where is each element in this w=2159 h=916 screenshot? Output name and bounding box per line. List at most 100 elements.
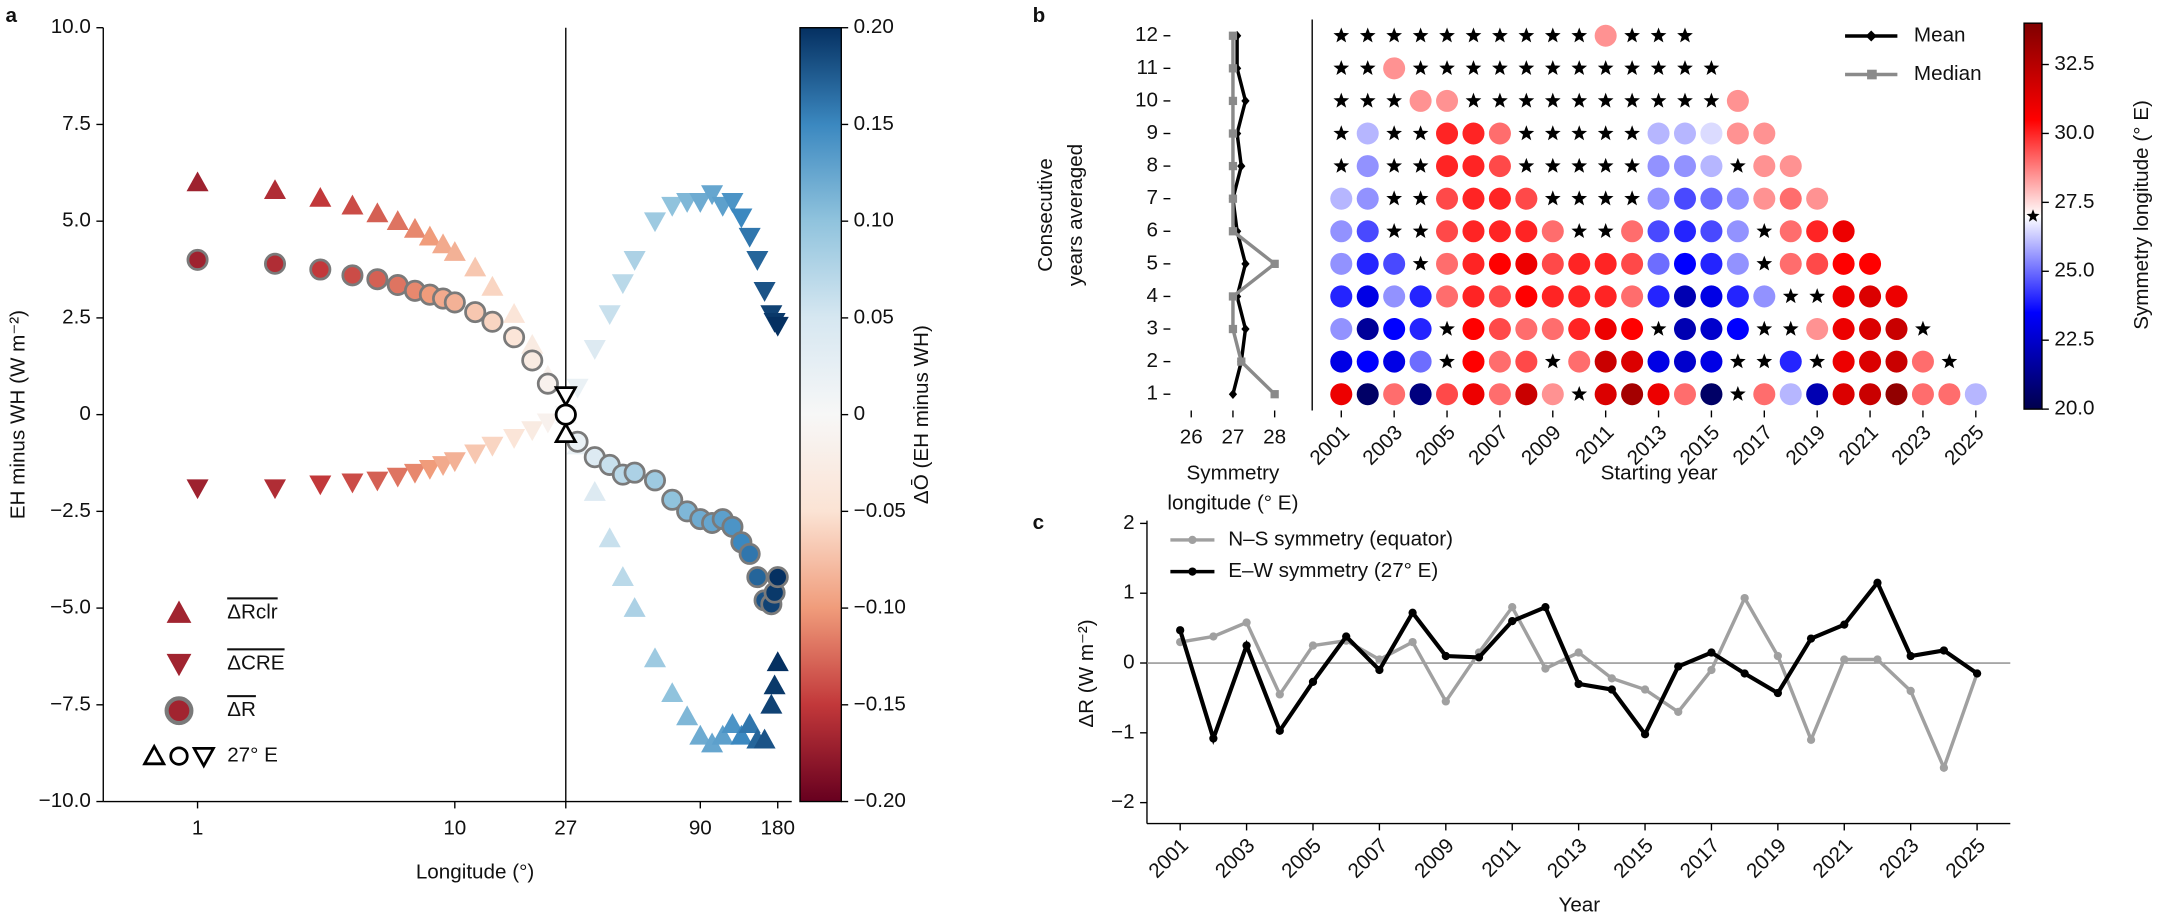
series-point	[1773, 688, 1782, 698]
point	[738, 227, 761, 248]
dot-cell	[1488, 383, 1511, 406]
dot-cell	[1621, 252, 1644, 275]
series-point	[1873, 655, 1882, 664]
legend-label: ΔCRE	[227, 651, 284, 674]
dot-cell	[1647, 187, 1670, 210]
dot-cell	[1859, 350, 1882, 373]
dot-cell	[1806, 220, 1829, 243]
star-cell	[1544, 125, 1561, 141]
point	[689, 193, 712, 213]
point	[464, 256, 487, 277]
panel-label: a	[6, 4, 18, 27]
star-cell	[1597, 157, 1614, 173]
star-cell	[1597, 190, 1614, 206]
dot-cell	[1541, 383, 1564, 406]
star-cell	[1492, 92, 1508, 108]
star-cell	[1333, 157, 1350, 173]
series-point	[1906, 686, 1915, 696]
dot-cell	[1409, 383, 1432, 406]
x-tick-label: 26	[1180, 425, 1203, 448]
y-tick-label: 12	[1135, 23, 1158, 46]
x-tick-label: 2021	[1808, 834, 1857, 883]
star-cell	[1518, 92, 1535, 108]
point	[263, 252, 287, 275]
dot-cell	[1568, 318, 1591, 341]
profile-marker	[1228, 64, 1238, 73]
y-tick-label: 7.5	[62, 112, 91, 135]
point	[521, 333, 544, 354]
star-cell	[1650, 60, 1667, 76]
colorbar-tick-label: 32.5	[2054, 52, 2094, 75]
point	[366, 268, 389, 291]
x-tick-label: 2021	[1834, 421, 1883, 470]
x-tick-label: 2011	[1477, 834, 1525, 882]
series-point	[1773, 651, 1782, 661]
x-tick-label: 2005	[1411, 421, 1460, 470]
point	[623, 461, 646, 484]
point	[721, 713, 744, 733]
point	[341, 264, 364, 287]
legend-label: 27° E	[227, 744, 278, 767]
y-tick-label: 5.0	[62, 209, 91, 232]
star-cell	[1941, 353, 1958, 369]
series-point	[1707, 665, 1716, 675]
series-point	[1209, 632, 1218, 641]
dot-cell	[1568, 350, 1591, 373]
point	[386, 467, 409, 488]
point	[623, 251, 646, 271]
y-tick-label: 0	[1123, 650, 1134, 673]
point	[263, 179, 287, 200]
star-cell	[1782, 320, 1799, 336]
dot-cell	[1885, 383, 1908, 406]
profile-marker	[1228, 96, 1238, 106]
dot-cell	[1911, 350, 1934, 373]
star-cell	[1465, 27, 1482, 43]
series-point	[1640, 685, 1650, 694]
dot-cell	[1383, 285, 1406, 308]
y-tick-label: −10.0	[39, 789, 91, 812]
x-tick-label: 28	[1263, 425, 1286, 448]
dot-cell	[1673, 350, 1697, 373]
star-cell	[1439, 353, 1455, 369]
dot-cell	[1330, 285, 1353, 308]
star-cell	[1597, 92, 1614, 108]
point	[186, 171, 209, 192]
series-point	[1209, 734, 1218, 743]
legend-label: ΔRclr	[227, 600, 278, 623]
star-cell	[1624, 60, 1640, 76]
dot-cell	[1911, 383, 1934, 406]
star-cell	[1544, 92, 1561, 108]
dot-cell	[1700, 220, 1723, 243]
dot-cell	[1832, 252, 1855, 275]
dot-cell	[1488, 187, 1511, 210]
dot-cell	[1436, 155, 1459, 178]
dot-cell	[1515, 252, 1538, 275]
point	[598, 527, 621, 548]
series-point	[1574, 679, 1583, 689]
star-cell	[1518, 27, 1535, 43]
dot-cell	[1356, 187, 1379, 210]
dot-cell	[1356, 155, 1379, 178]
dot-cell	[1383, 383, 1406, 406]
dot-cell	[1462, 252, 1485, 275]
dot-cell	[1726, 318, 1749, 341]
point	[536, 413, 559, 434]
dot-cell	[1647, 220, 1670, 243]
y-tick-label: −1	[1111, 720, 1135, 743]
star-cell	[1703, 92, 1720, 108]
point	[753, 282, 776, 302]
point	[643, 647, 667, 668]
star-cell	[1597, 60, 1614, 76]
dot-cell	[1488, 318, 1511, 341]
dot-cell	[1436, 285, 1459, 308]
point	[403, 217, 426, 238]
dot-cell	[1436, 383, 1459, 406]
dot-cell	[1806, 252, 1829, 275]
point	[766, 316, 789, 337]
dot-cell	[1436, 220, 1459, 243]
legend-marker	[164, 696, 194, 726]
series-point	[1972, 669, 1982, 678]
point	[432, 233, 455, 254]
profile-marker	[1228, 194, 1238, 203]
star-cell	[1544, 157, 1561, 173]
